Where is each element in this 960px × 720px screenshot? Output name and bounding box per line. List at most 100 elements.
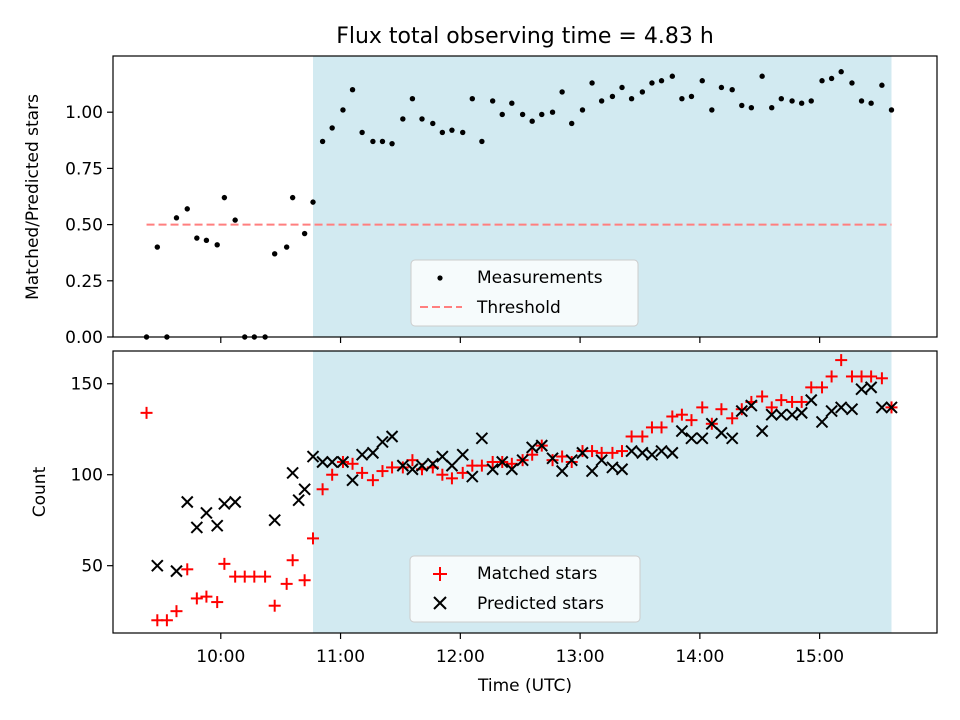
bottom-predicted-points: [151, 381, 898, 578]
x-tick-label: 14:00: [675, 647, 724, 667]
predicted-star-point: [825, 404, 838, 418]
matched-star-point: [190, 592, 203, 605]
measurement-point: [778, 96, 785, 102]
matched-star-point: [316, 483, 329, 496]
predicted-star-point: [606, 461, 619, 474]
legend-measurements-label: Measurements: [477, 268, 603, 288]
predicted-star-point: [855, 382, 868, 396]
measurement-point: [449, 127, 455, 133]
matched-star-point: [396, 461, 409, 474]
measurement-point: [340, 107, 346, 113]
matched-star-point: [307, 532, 320, 545]
matched-star-point: [248, 570, 261, 583]
matched-star-point: [765, 401, 778, 414]
bottom-axes-frame: [112, 350, 938, 634]
matched-star-point: [386, 461, 399, 474]
measurement-point: [489, 98, 496, 104]
legend-matched-label: Matched stars: [477, 564, 597, 584]
matched-star-point: [526, 448, 539, 461]
legend-predicted-label: Predicted stars: [477, 594, 604, 614]
matched-star-point: [475, 459, 488, 472]
top-legend: Measurements Threshold: [410, 259, 639, 327]
matched-star-point: [160, 614, 173, 627]
predicted-star-point: [576, 446, 589, 460]
matched-star-point: [406, 454, 419, 467]
measurement-point: [329, 125, 335, 131]
measurement-point: [479, 138, 485, 145]
matched-star-point: [875, 372, 888, 385]
predicted-star-point: [546, 452, 559, 465]
x-tick-label: 12:00: [436, 647, 485, 667]
predicted-star-point: [675, 424, 689, 438]
matched-star-point: [636, 430, 649, 443]
measurement-point: [439, 129, 446, 136]
predicted-star-point: [292, 493, 305, 507]
top-y-axis-label: Matched/Predicted stars: [23, 94, 43, 300]
measurement-point: [619, 84, 625, 91]
matched-star-point: [595, 446, 608, 459]
top-y-tick-label: 0.75: [65, 159, 103, 179]
matched-star-point: [211, 596, 224, 609]
matched-star-point: [675, 408, 688, 421]
matched-star-point: [735, 403, 748, 416]
predicted-star-point: [715, 426, 728, 440]
predicted-star-point: [316, 455, 329, 469]
matched-star-point: [200, 590, 213, 603]
predicted-star-point: [496, 455, 509, 469]
measurement-point: [798, 100, 805, 106]
predicted-star-point: [210, 519, 224, 532]
measurement-point: [173, 215, 180, 221]
predicted-star-point: [466, 470, 479, 483]
matched-star-point: [170, 605, 183, 618]
predicted-star-point: [426, 457, 439, 471]
predicted-star-point: [406, 463, 419, 476]
measurement-point: [598, 98, 605, 104]
predicted-star-point: [875, 401, 889, 414]
predicted-star-point: [200, 506, 213, 520]
measurement-point: [509, 100, 515, 106]
matched-star-point: [805, 381, 818, 394]
measurement-point: [419, 116, 425, 122]
predicted-star-point: [555, 464, 569, 478]
predicted-star-point: [625, 444, 638, 458]
matched-star-point: [546, 454, 559, 467]
matched-star-point: [666, 410, 679, 423]
predicted-star-point: [298, 483, 311, 496]
predicted-star-point: [565, 453, 578, 467]
predicted-star-point: [355, 448, 369, 461]
measurement-point: [370, 138, 376, 145]
top-x-ticks: [220, 337, 821, 343]
measurement-point: [879, 82, 885, 88]
matched-star-point: [775, 394, 788, 407]
chart-title: Flux total observing time = 4.83 h: [336, 24, 714, 49]
bottom-y-tick-label: 100: [71, 466, 103, 486]
measurement-point: [769, 105, 775, 111]
predicted-star-point: [845, 403, 859, 416]
matched-star-point: [816, 381, 829, 394]
measurement-point: [819, 78, 825, 84]
measurement-point: [319, 138, 326, 145]
measurement-point: [349, 87, 356, 93]
x-tick-label: 10:00: [196, 647, 245, 667]
predicted-star-point: [346, 473, 359, 487]
predicted-star-point: [181, 495, 194, 509]
measurement-point: [639, 89, 646, 95]
matched-star-point: [505, 457, 518, 470]
top-measurement-points: [143, 69, 895, 340]
matched-star-point: [140, 406, 153, 419]
matched-star-point: [181, 563, 194, 576]
predicted-star-point: [190, 521, 204, 534]
matched-star-point: [436, 468, 449, 481]
measurement-point: [669, 73, 676, 79]
predicted-star-point: [336, 455, 350, 469]
x-tick-label: 11:00: [316, 647, 365, 667]
bottom-x-ticks: 10:00 11:00 12:00 13:00 14:00 15:00: [196, 633, 844, 667]
measurement-point: [499, 111, 505, 118]
measurement-point: [289, 194, 296, 201]
matched-star-point: [655, 421, 668, 434]
top-legend-box: [410, 259, 639, 327]
measurement-point: [569, 120, 575, 127]
predicted-star-point: [306, 450, 320, 463]
matched-star-point: [326, 468, 339, 481]
